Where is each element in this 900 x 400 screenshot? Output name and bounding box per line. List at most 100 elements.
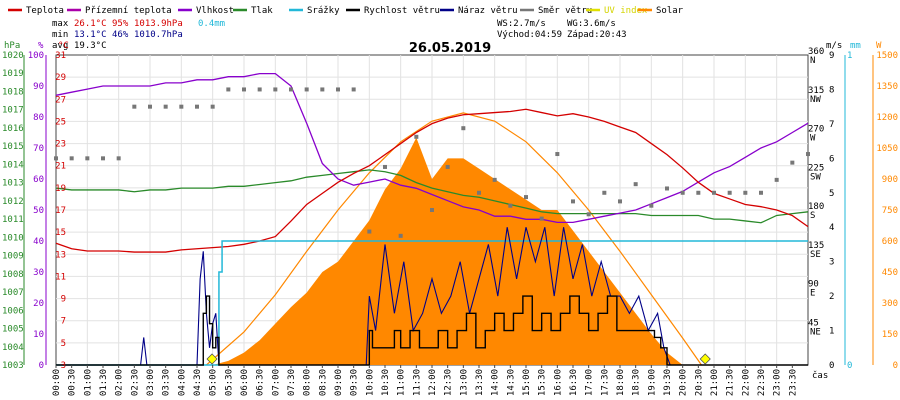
time-tick-label: 15:30 [538,369,548,396]
stats-sunset: Západ:20:43 [567,30,627,40]
legend-label: Srážky [307,6,340,16]
humidity-tick-label: 90 [33,82,44,92]
solar-tick-label: 450 [882,268,898,278]
temperature-tick-label: 27 [55,95,66,105]
time-tick-label: 03:30 [162,369,172,396]
humidity-tick-label: 20 [33,299,44,309]
wind-direction-point [85,156,90,161]
time-tick-label: 20:00 [679,369,689,396]
chart-legend: Teplota Přízemní teplota Vlhkost Tlak Srážky… [8,6,684,16]
time-tick-label: 06:30 [256,369,266,396]
wind-direction-point [555,152,560,157]
temperature-tick-label: 29 [55,73,66,83]
legend-label: Vlhkost [196,6,234,16]
stats-wind-gust: WG:3.6m/s [567,19,616,29]
wind-direction-point [727,190,732,195]
stats-max-rain: 0.4mm [198,19,225,29]
wind-speed-tick-label: 7 [829,120,834,130]
wind-direction-point [806,152,810,157]
pressure-tick-label: 1011 [2,215,24,225]
time-tick-label: 05:30 [224,369,234,396]
wind-direction-point [101,156,105,161]
stats-max-hum: 95% [112,19,129,29]
time-tick-label: 12:30 [444,369,454,396]
wind-direction-point [759,190,763,195]
time-tick-label: 12:00 [428,369,438,396]
humidity-tick-label: 70 [33,144,44,154]
stats-min-press: 1010.7hPa [134,30,183,40]
time-tick-label: 13:00 [459,369,469,396]
wind-direction-tick-label: 315 [808,86,824,96]
wind-direction-point [461,126,466,131]
time-tick-label: 22:30 [757,369,767,396]
pressure-tick-label: 1005 [2,325,24,335]
temperature-line [55,108,809,253]
pressure-tick-label: 1006 [2,306,24,316]
humidity-tick-label: 80 [33,113,44,123]
stats-min-hum: 46% [112,30,129,40]
solar-tick-label: 1350 [876,82,898,92]
pressure-tick-label: 1018 [2,87,24,97]
humidity-tick-label: 60 [33,175,44,185]
wind-direction-point [586,212,591,217]
time-tick-label: 11:00 [397,369,407,396]
wind-direction-tick-label: 180 [808,202,824,212]
humidity-tick-label: 40 [33,237,44,247]
wind-direction-point [712,190,716,195]
stats-max-press: 1013.9hPa [134,19,183,29]
time-tick-label: 13:30 [475,369,485,396]
time-tick-label: 10:00 [365,369,375,396]
solar-tick-label: 1500 [876,51,898,61]
wind-direction-point [148,104,152,109]
pressure-tick-label: 1007 [2,288,24,298]
time-tick-label: 05:00 [209,369,219,396]
wind-direction-point [116,156,121,161]
wind-direction-point [618,199,622,204]
time-tick-label: 04:00 [177,369,187,396]
time-tick-label: 22:00 [741,369,751,396]
wind-direction-point [633,182,638,187]
legend-label: Teplota [26,6,64,16]
temperature-tick-label: 19 [55,184,66,194]
wind-speed-tick-label: 6 [829,154,834,164]
wind-direction-point [649,203,654,208]
time-tick-label: 00:00 [52,369,62,396]
stats-sunrise: Východ:04:59 [497,30,562,40]
stats-max-temp: 26.1°C [74,19,107,29]
temperature-tick-label: 23 [55,140,66,150]
wind-speed-line [56,295,808,366]
wind-direction-point [790,160,795,165]
wind-direction-point [273,87,278,92]
pressure-tick-label: 1012 [2,197,24,207]
rain-axis-unit: mm [850,41,861,51]
wind-speed-tick-label: 3 [829,258,834,268]
solar-tick-label: 1050 [876,144,898,154]
solar-tick-label: 1200 [876,113,898,123]
stats-panel: max 26.1°C 95% 1013.9hPa 0.4mm min 13.1°… [52,19,627,51]
pressure-tick-label: 1015 [2,142,24,152]
pressure-tick-label: 1019 [2,69,24,79]
pressure-axis-unit: hPa [4,41,20,51]
time-tick-label: 21:30 [726,369,736,396]
time-tick-label: 18:30 [632,369,642,396]
wind-direction-point [398,233,403,238]
wind-direction-point [336,87,340,92]
humidity-tick-label: 50 [33,206,44,216]
time-tick-label: 10:30 [381,369,391,396]
temperature-tick-label: 7 [61,317,66,327]
time-tick-label: 07:00 [271,369,281,396]
wind-direction-point [774,177,779,182]
stats-min-temp: 13.1°C [74,30,107,40]
time-tick-label: 14:00 [491,369,501,396]
wind-axis-unit: m/s [826,41,842,51]
wind-speed-tick-label: 0 [829,361,834,371]
x-axis-label: čas [812,370,828,381]
wind-direction-tick-label: SE [810,250,821,260]
temperature-axis-unit: °C [58,41,69,51]
pressure-tick-label: 1016 [2,124,24,134]
wind-direction-point [210,104,215,109]
time-tick-label: 16:30 [569,369,579,396]
rain-tick-label: 1 [847,51,852,61]
wind-direction-point [163,104,168,109]
